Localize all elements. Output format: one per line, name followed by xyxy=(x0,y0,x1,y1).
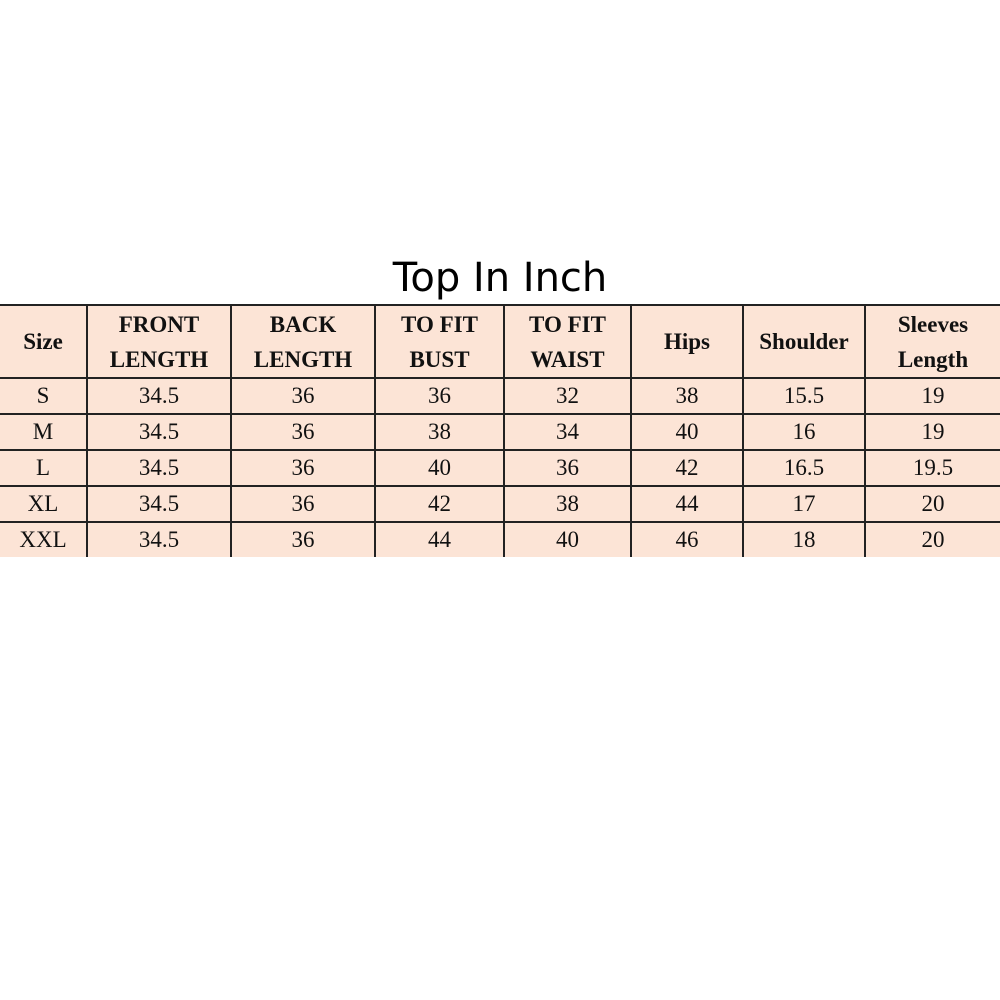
column-header: Shoulder xyxy=(742,304,865,378)
table-row: L 34.5 36 40 36 42 16.5 19.5 xyxy=(0,449,1000,486)
header-text: LENGTH xyxy=(253,346,353,372)
header-text: Length xyxy=(897,346,969,372)
table-cell: 46 xyxy=(630,521,743,557)
header-row: Size FRONT LENGTH BACK LENGTH TO FIT BUST TO FI… xyxy=(0,304,1000,378)
table-cell: 42 xyxy=(630,449,743,486)
table-row: S 34.5 36 36 32 38 15.5 19 xyxy=(0,377,1000,414)
header-text: LENGTH xyxy=(109,346,209,372)
table-cell: 44 xyxy=(374,521,504,557)
table-cell: 38 xyxy=(630,377,743,414)
header-text: Size xyxy=(23,329,63,354)
table-cell: 38 xyxy=(374,413,504,450)
header-text: Hips xyxy=(663,329,711,354)
chart-title: Top In Inch xyxy=(392,255,608,301)
table-row: XXL 34.5 36 44 40 46 18 20 xyxy=(0,521,1000,557)
column-header: Sleeves Length xyxy=(864,304,1000,378)
table-cell: XL xyxy=(0,485,87,522)
table-cell: 32 xyxy=(503,377,631,414)
table-cell: 36 xyxy=(374,377,504,414)
table-cell: 42 xyxy=(374,485,504,522)
table-cell: 19.5 xyxy=(864,449,1000,486)
table-cell: 19 xyxy=(864,413,1000,450)
header-text: FRONT xyxy=(118,311,200,337)
table-cell: 36 xyxy=(503,449,631,486)
table-cell: S xyxy=(0,377,87,414)
table-cell: L xyxy=(0,449,87,486)
header-text: TO FIT xyxy=(529,311,606,337)
table-cell: 16 xyxy=(742,413,865,450)
table-cell: 36 xyxy=(230,485,375,522)
table-cell: 16.5 xyxy=(742,449,865,486)
table-cell: 44 xyxy=(630,485,743,522)
table-cell: 34.5 xyxy=(86,449,231,486)
table-cell: 20 xyxy=(864,485,1000,522)
table-cell: 17 xyxy=(742,485,865,522)
table-cell: 34.5 xyxy=(86,485,231,522)
header-text: TO FIT xyxy=(401,311,478,337)
column-header: BACK LENGTH xyxy=(230,304,375,378)
header-text: Sleeves xyxy=(897,311,969,337)
header-text: Shoulder xyxy=(759,329,849,354)
table-cell: 36 xyxy=(230,377,375,414)
header-text: BUST xyxy=(409,346,470,372)
table-cell: 36 xyxy=(230,521,375,557)
table-cell: 34 xyxy=(503,413,631,450)
table-cell: M xyxy=(0,413,87,450)
table-cell: 36 xyxy=(230,413,375,450)
table-cell: 34.5 xyxy=(86,413,231,450)
column-header: TO FIT WAIST xyxy=(503,304,631,378)
table-row: XL 34.5 36 42 38 44 17 20 xyxy=(0,485,1000,522)
column-header: TO FIT BUST xyxy=(374,304,504,378)
header-text: BACK xyxy=(269,311,337,337)
table-cell: 40 xyxy=(503,521,631,557)
table-cell: 36 xyxy=(230,449,375,486)
table-cell: XXL xyxy=(0,521,87,557)
column-header: FRONT LENGTH xyxy=(86,304,231,378)
table-cell: 40 xyxy=(630,413,743,450)
size-table: Size FRONT LENGTH BACK LENGTH TO FIT BUST TO FI… xyxy=(0,304,1000,557)
table-cell: 19 xyxy=(864,377,1000,414)
table-cell: 18 xyxy=(742,521,865,557)
table-row: M 34.5 36 38 34 40 16 19 xyxy=(0,413,1000,450)
table-cell: 38 xyxy=(503,485,631,522)
table-cell: 34.5 xyxy=(86,521,231,557)
column-header: Hips xyxy=(630,304,743,378)
table-cell: 40 xyxy=(374,449,504,486)
table-cell: 34.5 xyxy=(86,377,231,414)
table-cell: 15.5 xyxy=(742,377,865,414)
column-header: Size xyxy=(0,304,87,378)
table-cell: 20 xyxy=(864,521,1000,557)
header-text: WAIST xyxy=(530,346,605,372)
